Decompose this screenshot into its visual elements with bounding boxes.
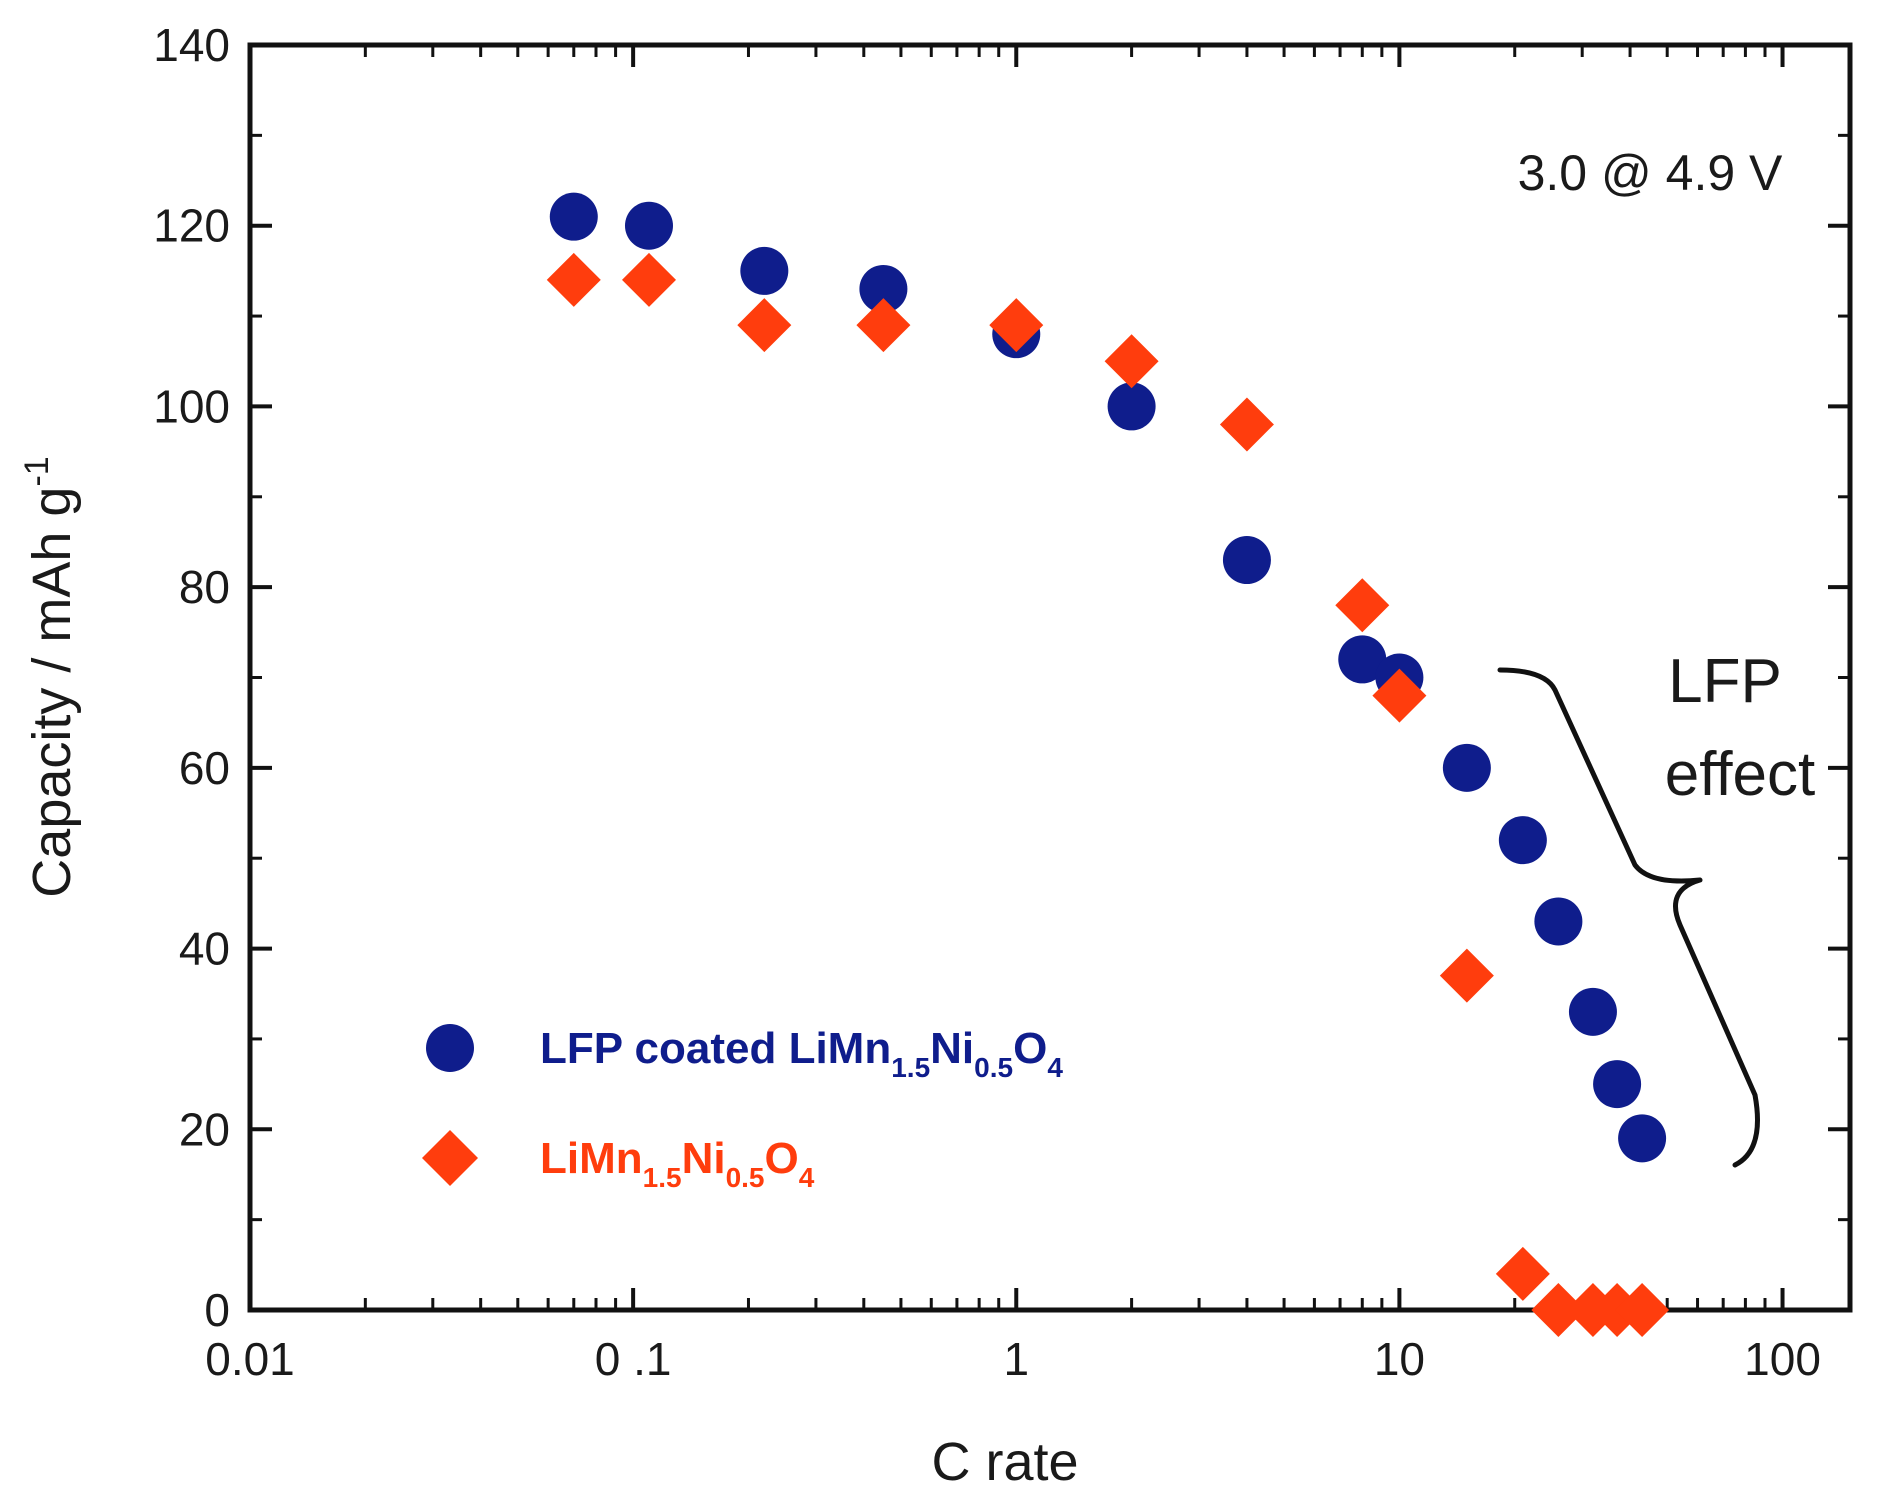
y-tick-label: 100 — [153, 380, 230, 432]
data-point-circle — [549, 192, 598, 241]
x-tick-label: 10 — [1374, 1333, 1425, 1385]
bracket-label-line1: LFP — [1668, 647, 1782, 716]
legend-label-limnnio: LiMn1.5Ni0.5O4 — [540, 1134, 815, 1193]
data-point-diamond — [1219, 397, 1274, 452]
data-point-diamond — [1495, 1246, 1550, 1301]
x-tick-label: 100 — [1744, 1333, 1821, 1385]
y-tick-label: 0 — [204, 1284, 230, 1336]
y-tick-labels: 0 20 40 60 80 100 120 140 — [153, 19, 230, 1336]
data-point-circle — [1222, 536, 1271, 585]
condition-annotation: 3.0 @ 4.9 V — [1518, 145, 1783, 201]
y-tick-label: 60 — [179, 742, 230, 794]
legend-label-lfp-coated: LFP coated LiMn1.5Ni0.5O4 — [540, 1024, 1063, 1083]
data-point-diamond — [1439, 948, 1494, 1003]
x-axis-title: C rate — [931, 1432, 1078, 1492]
data-point-diamond — [1372, 668, 1427, 723]
legend-marker-diamond — [422, 1130, 478, 1186]
data-point-diamond — [737, 298, 792, 353]
legend-marker-circle — [426, 1024, 474, 1072]
lfp-effect-bracket — [1497, 667, 1760, 1168]
y-tick-label: 120 — [153, 200, 230, 252]
data-point-circle — [740, 246, 789, 295]
series-limnnio — [546, 252, 1670, 1337]
data-point-diamond — [856, 298, 911, 353]
data-point-diamond — [989, 298, 1044, 353]
x-tick-label: 0 .1 — [595, 1333, 672, 1385]
data-point-circle — [1107, 382, 1156, 431]
data-point-circle — [624, 201, 673, 250]
y-tick-label: 40 — [179, 923, 230, 975]
data-point-diamond — [1335, 578, 1390, 633]
x-tick-label: 0.01 — [205, 1333, 295, 1385]
y-tick-label: 20 — [179, 1103, 230, 1155]
data-point-diamond — [1531, 1283, 1586, 1337]
data-point-circle — [859, 264, 908, 313]
data-point-diamond — [546, 252, 601, 307]
data-point-circle — [1618, 1114, 1667, 1163]
x-tick-labels: 0.01 0 .1 1 10 100 — [205, 1333, 1821, 1385]
axis-ticks — [248, 43, 1850, 1312]
data-point-circle — [1568, 987, 1617, 1036]
bracket-label-line2: effect — [1665, 740, 1816, 809]
data-point-circle — [1534, 897, 1583, 946]
data-point-diamond — [621, 252, 676, 307]
y-tick-label: 80 — [179, 561, 230, 613]
data-point-diamond — [1104, 334, 1159, 389]
data-point-circle — [1498, 816, 1547, 865]
data-point-diamond — [1615, 1283, 1670, 1337]
y-axis-title: Capacity / mAh g-1 — [18, 456, 82, 897]
y-tick-label: 140 — [153, 19, 230, 71]
data-point-circle — [1338, 635, 1387, 684]
legend: LFP coated LiMn1.5Ni0.5O4 LiMn1.5Ni0.5O4 — [422, 1024, 1063, 1193]
data-point-circle — [1442, 743, 1491, 792]
x-tick-label: 1 — [1003, 1333, 1029, 1385]
data-point-circle — [1593, 1060, 1642, 1109]
